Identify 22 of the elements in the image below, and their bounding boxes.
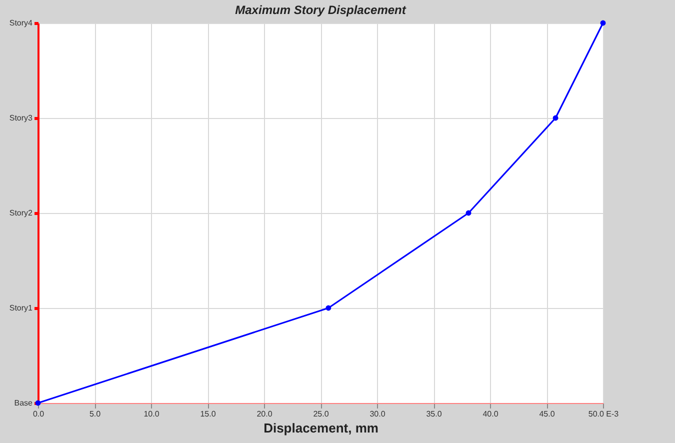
x-tick-label: 40.0 (482, 410, 499, 418)
chart-title: Maximum Story Displacement (235, 3, 407, 17)
x-tick-label: 35.0 (426, 410, 442, 418)
x-tick-label: 25.0 (313, 410, 330, 418)
x-tick-label: 20.0 (256, 410, 273, 418)
point (552, 115, 558, 121)
x-tick-label: 5.0 (89, 410, 102, 418)
point (326, 305, 332, 311)
x-tick-label: 45.0 (539, 410, 556, 418)
x-tick-label: 50.0 E-3 (588, 410, 620, 418)
x-tick-label: 0.0 (32, 410, 45, 418)
x-tick-label: 10.0 (144, 410, 160, 418)
y-tick-label: Base (14, 398, 34, 408)
x-axis-title: Displacement, mm (264, 420, 378, 436)
point (600, 20, 606, 26)
x-tick-label: 30.0 (370, 410, 386, 418)
y-tick-label: Story3 (9, 114, 34, 122)
x-tick-label: 15.0 (200, 410, 216, 418)
y-tick-label: Story2 (9, 208, 34, 218)
point (466, 210, 472, 216)
y-tick-label: Story1 (9, 304, 34, 312)
y-tick-label: Story4 (9, 18, 34, 28)
